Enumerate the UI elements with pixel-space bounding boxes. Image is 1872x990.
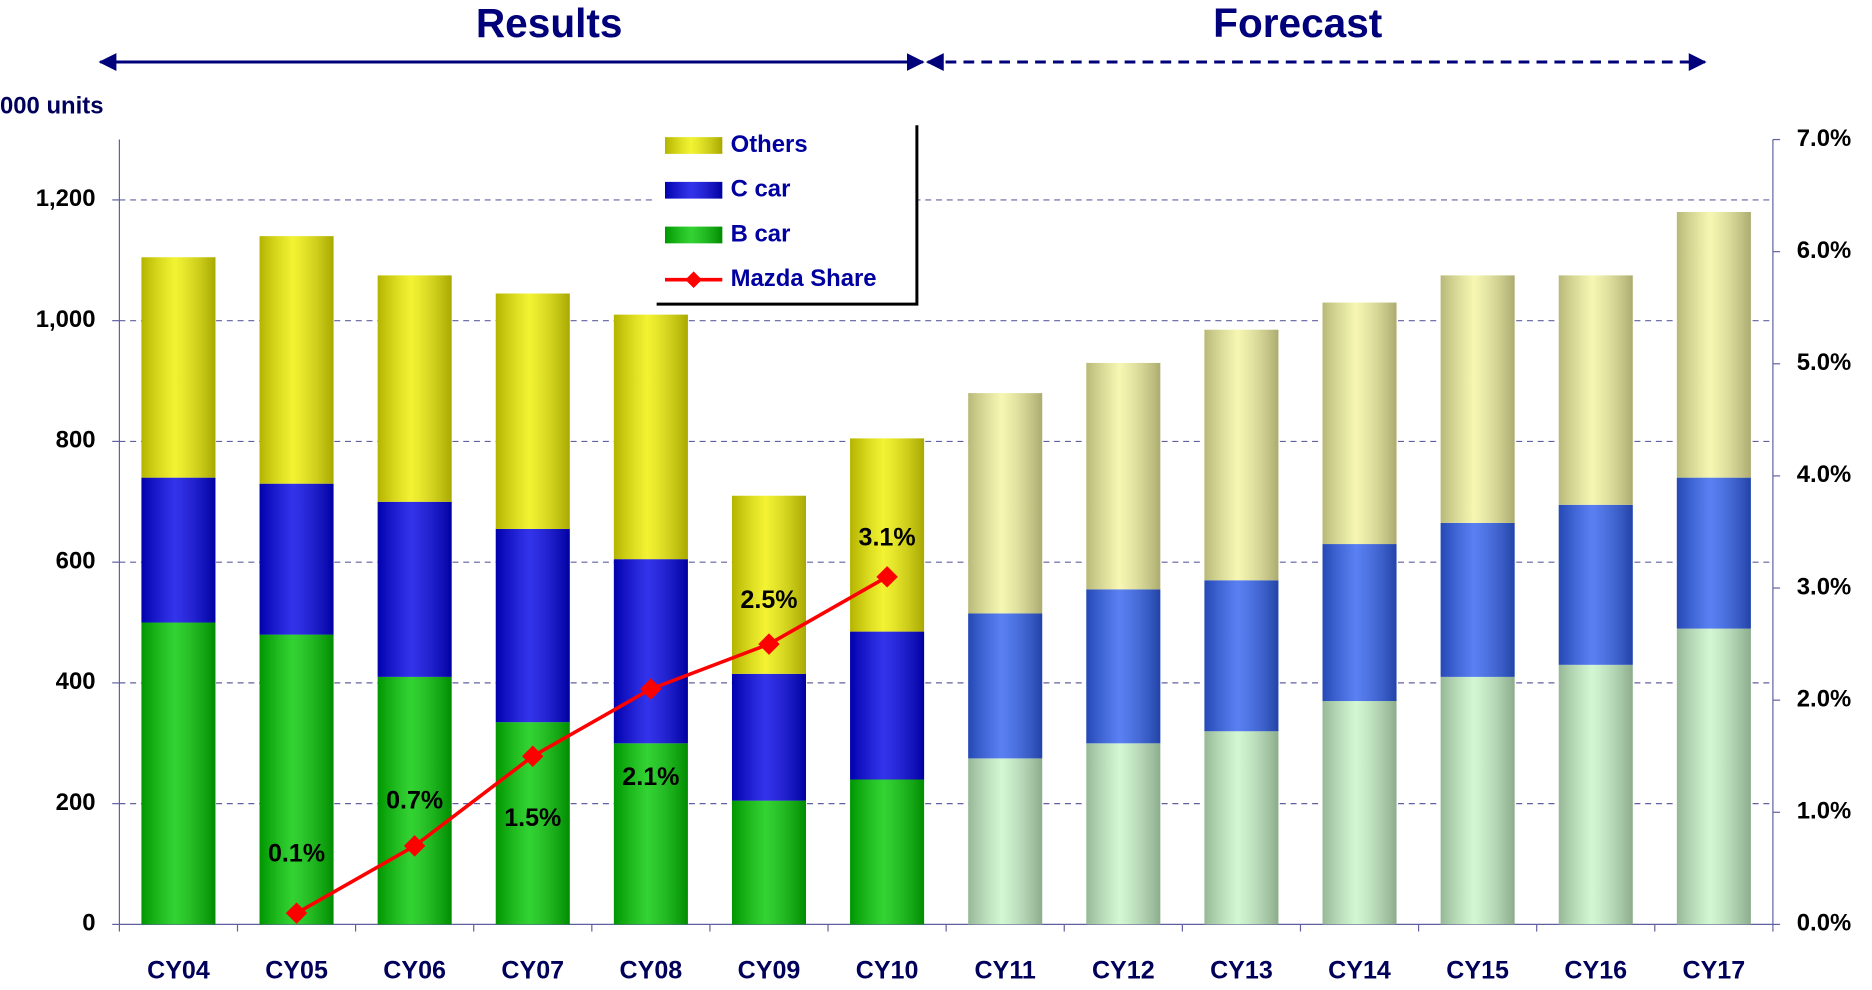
bar-shade	[1558, 664, 1633, 925]
bar-shade	[1086, 362, 1161, 590]
bar-shade	[1440, 522, 1515, 677]
bar-shade	[1204, 580, 1279, 732]
x-tick-label: CY10	[856, 957, 919, 985]
x-tick-label: CY04	[147, 957, 210, 985]
bar-shade	[968, 758, 1043, 925]
bar-shade	[613, 559, 688, 744]
bar-shade	[141, 257, 216, 478]
bar-shade	[259, 236, 334, 484]
bar-shade	[968, 613, 1043, 759]
bar-shade	[1322, 302, 1397, 545]
bar-shade	[377, 275, 452, 502]
bar-shade	[1440, 676, 1515, 925]
y-axis-label: 000 units	[0, 93, 103, 120]
legend-border	[656, 125, 919, 306]
y2-tick-label: 0.0%	[1797, 910, 1851, 937]
bar-shade	[1676, 477, 1751, 629]
legend-marker	[685, 271, 702, 289]
y2-tick-label: 4.0%	[1797, 461, 1851, 488]
share-point	[640, 678, 662, 700]
results-header: Results	[476, 0, 623, 46]
y-tick-label: 1,200	[36, 185, 96, 212]
bar-shade	[259, 483, 334, 635]
y2-tick-label: 1.0%	[1797, 798, 1851, 825]
bar-shade	[141, 477, 216, 623]
bar-shade	[850, 438, 925, 632]
y-tick-label: 400	[56, 668, 96, 695]
y-tick-label: 0	[82, 910, 95, 937]
data-label: 0.7%	[386, 786, 443, 814]
bar-shade	[613, 743, 688, 925]
x-tick-label: CY15	[1446, 957, 1509, 985]
forecast-header: Forecast	[1213, 0, 1383, 46]
bar-shade	[850, 631, 925, 780]
bar-shade	[731, 800, 806, 925]
share-point	[758, 633, 780, 655]
share-point	[876, 566, 898, 588]
x-tick-label: CY07	[501, 957, 564, 985]
bar-shade	[1204, 731, 1279, 925]
share-line	[295, 575, 888, 915]
bar-shade	[1676, 212, 1751, 478]
data-label: 1.5%	[504, 804, 561, 832]
x-tick-label: CY17	[1683, 957, 1746, 985]
x-tick-label: CY09	[738, 957, 801, 985]
legend-shade	[664, 181, 723, 199]
data-label: 2.1%	[622, 763, 679, 791]
y-tick-label: 800	[56, 427, 96, 454]
bar-shade	[968, 393, 1043, 614]
y2-tick-label: 2.0%	[1797, 685, 1851, 712]
legend-label: Mazda Share	[731, 265, 877, 292]
bar-shade	[731, 673, 806, 801]
bar-shade	[613, 314, 688, 560]
bar-shade	[1558, 275, 1633, 505]
x-tick-label: CY13	[1210, 957, 1273, 985]
y-tick-label: 200	[56, 789, 96, 816]
legend-shade	[664, 226, 723, 244]
bar-shade	[1322, 701, 1397, 925]
y2-tick-label: 3.0%	[1797, 573, 1851, 600]
bar-shade	[377, 676, 452, 925]
legend-label: Others	[731, 131, 808, 158]
x-tick-label: CY16	[1564, 957, 1627, 985]
x-tick-label: CY11	[975, 957, 1036, 985]
y-tick-label: 600	[56, 547, 96, 574]
x-tick-label: CY08	[620, 957, 683, 985]
bar-shade	[1086, 589, 1161, 744]
data-label: 3.1%	[859, 523, 916, 551]
bar-shade	[1204, 329, 1279, 581]
legend-box	[656, 125, 917, 305]
y2-tick-label: 5.0%	[1797, 349, 1851, 376]
bar-shade	[1676, 628, 1751, 925]
x-tick-label: CY14	[1328, 957, 1391, 985]
data-label: 2.5%	[740, 586, 797, 614]
bar-shade	[1558, 504, 1633, 665]
bar-shade	[259, 634, 334, 925]
bar-shade	[850, 779, 925, 925]
bar-shade	[1322, 544, 1397, 702]
bar-shade	[1440, 275, 1515, 523]
x-tick-label: CY12	[1092, 957, 1155, 985]
bar-shade	[495, 528, 570, 723]
legend-shade	[664, 137, 723, 154]
share-point	[285, 902, 308, 924]
y-tick-label: 1,000	[36, 306, 96, 333]
x-tick-label: CY06	[383, 957, 446, 985]
x-tick-label: CY05	[265, 957, 328, 985]
data-label: 0.1%	[268, 839, 325, 867]
legend-label: B car	[731, 220, 791, 247]
bar-shade	[1086, 743, 1161, 925]
y2-tick-label: 6.0%	[1797, 237, 1851, 264]
legend-label: C car	[731, 176, 791, 203]
y2-tick-label: 7.0%	[1797, 125, 1851, 152]
bar-shade	[377, 501, 452, 677]
bar-shade	[141, 622, 216, 925]
bar-shade	[495, 293, 570, 529]
